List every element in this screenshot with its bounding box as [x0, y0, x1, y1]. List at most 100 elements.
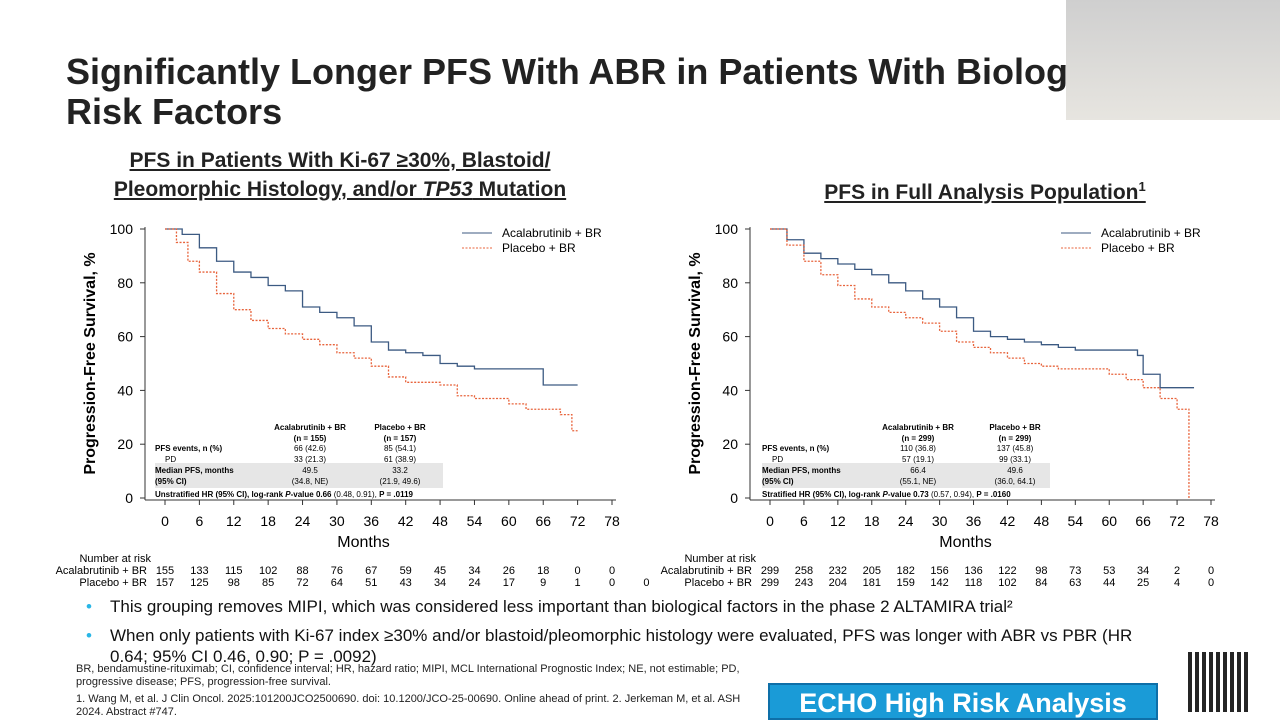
risk-value: 4: [1174, 577, 1180, 589]
table-cell: (55.1, NE): [900, 477, 937, 486]
risk-value: 44: [1103, 577, 1115, 589]
risk-value: 133: [190, 565, 208, 577]
table-cell: 110 (36.8): [900, 444, 936, 453]
x-tick-label: 42: [398, 513, 414, 529]
x-tick-label: 18: [864, 513, 880, 529]
risk-value: 299: [761, 577, 779, 589]
x-tick-label: 30: [932, 513, 948, 529]
table-header: Acalabrutinib + BR: [882, 423, 954, 432]
risk-value: 85: [262, 577, 274, 589]
risk-value: 125: [190, 577, 208, 589]
risk-value: 88: [296, 565, 308, 577]
references: 1. Wang M, et al. J Clin Oncol. 2025:101…: [76, 693, 741, 718]
risk-value: 2: [1174, 565, 1180, 577]
x-tick-label: 54: [1068, 513, 1084, 529]
risk-value: 51: [365, 577, 377, 589]
risk-value: 76: [331, 565, 343, 577]
risk-row-label: Acalabrutinib + BR: [661, 565, 752, 577]
risk-value: 17: [503, 577, 515, 589]
risk-row-label: Placebo + BR: [684, 577, 752, 589]
table-n: (n = 299): [999, 434, 1032, 443]
legend-label: Acalabrutinib + BR: [502, 226, 602, 240]
x-tick-label: 6: [195, 513, 203, 529]
legend-label: Placebo + BR: [1101, 241, 1175, 255]
table-cell: 66.4: [910, 466, 926, 475]
risk-value: 115: [225, 565, 243, 577]
table-header: Placebo + BR: [989, 423, 1041, 432]
bullet-text: When only patients with Ki-67 index ≥30%…: [110, 626, 1133, 666]
table-cell: 49.6: [1007, 466, 1023, 475]
risk-value: 182: [897, 565, 915, 577]
y-tick-label: 20: [722, 436, 738, 452]
x-tick-label: 6: [800, 513, 808, 529]
risk-value: 64: [331, 577, 343, 589]
left-chart-subtitle: PFS in Patients With Ki-67 ≥30%, Blastoi…: [60, 146, 620, 204]
risk-value: 9: [540, 577, 546, 589]
table-cell: 49.5: [302, 466, 318, 475]
table-n: (n = 157): [384, 434, 417, 443]
x-tick-label: 36: [966, 513, 982, 529]
risk-value: 98: [1035, 565, 1047, 577]
legend-label: Acalabrutinib + BR: [1101, 226, 1201, 240]
table-cell: (36.0, 64.1): [995, 477, 1036, 486]
risk-value: 0: [1208, 565, 1214, 577]
table-cell: 57 (19.1): [902, 455, 934, 464]
risk-label: Number at risk: [684, 553, 756, 565]
subtitle-line2: Pleomorphic Histology, and/or: [113, 178, 423, 201]
risk-value: 34: [1137, 565, 1149, 577]
risk-value: 72: [296, 577, 308, 589]
risk-value: 122: [998, 565, 1016, 577]
y-tick-label: 20: [117, 436, 133, 452]
risk-value: 53: [1103, 565, 1115, 577]
risk-value: 232: [829, 565, 847, 577]
risk-value: 25: [1137, 577, 1149, 589]
table-row-label: (95% CI): [155, 477, 187, 486]
y-tick-label: 100: [110, 221, 134, 237]
risk-value: 204: [829, 577, 847, 589]
x-tick-label: 72: [570, 513, 586, 529]
risk-value: 142: [930, 577, 948, 589]
table-row-label: (95% CI): [762, 477, 794, 486]
abbreviations: BR, bendamustine-rituximab; CI, confiden…: [76, 663, 740, 688]
qr-code[interactable]: [1188, 652, 1248, 712]
y-tick-label: 80: [117, 275, 133, 291]
risk-value: 155: [156, 565, 174, 577]
hazard-ratio: Unstratified HR (95% CI), log-rank P-val…: [155, 490, 414, 499]
table-cell: 85 (54.1): [384, 444, 416, 453]
y-tick-label: 60: [117, 329, 133, 345]
table-highlight: [155, 463, 443, 488]
subtitle-line1: PFS in Patients With Ki-67 ≥30%, Blastoi…: [129, 149, 551, 172]
table-cell: 33.2: [392, 466, 408, 475]
x-tick-label: 12: [830, 513, 846, 529]
table-header: Placebo + BR: [374, 423, 426, 432]
x-tick-label: 42: [1000, 513, 1016, 529]
x-tick-label: 24: [295, 513, 311, 529]
x-tick-label: 66: [535, 513, 551, 529]
right-chart-subtitle: PFS in Full Analysis Population1: [720, 172, 1250, 207]
analysis-banner: ECHO High Risk Analysis: [768, 683, 1158, 720]
table-cell: 66 (42.6): [294, 444, 326, 453]
risk-value: 67: [365, 565, 377, 577]
table-row-label: PD: [772, 455, 783, 464]
x-tick-label: 48: [1034, 513, 1050, 529]
table-row-label: PD: [165, 455, 176, 464]
table-cell: (21.9, 49.6): [380, 477, 421, 486]
bullet-2: When only patients with Ki-67 index ≥30%…: [86, 625, 1172, 667]
x-tick-label: 18: [260, 513, 276, 529]
risk-row-label: Acalabrutinib + BR: [56, 565, 147, 577]
risk-value: 156: [930, 565, 948, 577]
table-n: (n = 155): [294, 434, 327, 443]
risk-value: 243: [795, 577, 813, 589]
risk-value: 157: [156, 577, 174, 589]
x-tick-label: 30: [329, 513, 345, 529]
series-line-acalabrutinib: [770, 228, 1195, 389]
bullet-1: This grouping removes MIPI, which was co…: [86, 596, 1172, 617]
table-highlight: [762, 463, 1050, 488]
risk-value: 0: [575, 565, 581, 577]
y-tick-label: 100: [715, 221, 739, 237]
risk-value: 258: [795, 565, 813, 577]
x-tick-label: 0: [766, 513, 774, 529]
risk-value: 0: [609, 565, 615, 577]
x-tick-label: 54: [467, 513, 483, 529]
